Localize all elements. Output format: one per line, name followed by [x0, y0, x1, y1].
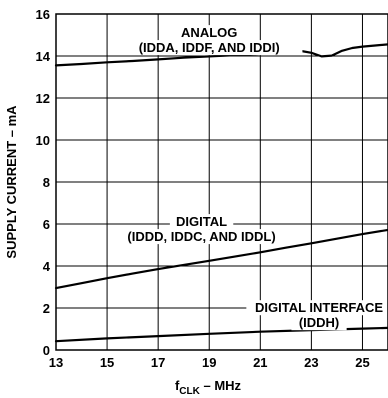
plot-frame: [55, 13, 388, 351]
annotation-bg-2-1: [291, 315, 347, 331]
series-lines: [54, 43, 388, 343]
x-tick-label-0: 13: [49, 355, 63, 370]
y-tick-label-0: 0: [43, 343, 50, 358]
x-tick-label-2: 17: [151, 355, 165, 370]
annotation-bg-1-1: [108, 229, 295, 245]
x-tick-label-6: 25: [355, 355, 369, 370]
y-axis-label: SUPPLY CURRENT – mA: [4, 105, 19, 259]
annotation-2-line-1: (IDDH): [299, 315, 339, 330]
y-tick-label-3: 6: [43, 217, 50, 232]
annotations: ANALOG(IDDA, IDDF, AND IDDI) DIGITAL(IDDD…: [108, 25, 388, 331]
annotation-bg-1-0: [169, 214, 234, 230]
x-axis-label-main: f: [175, 378, 180, 393]
tick-labels: 13 15 17 19 21 23 25 0 2 4 6 8 10 12 14 16: [36, 7, 370, 370]
y-tick-label-4: 8: [43, 175, 50, 190]
y-tick-label-7: 14: [36, 49, 51, 64]
y-tick-label-6: 12: [36, 91, 50, 106]
x-tick-label-4: 21: [253, 355, 267, 370]
annotation-bg-2-0: [246, 300, 388, 316]
x-axis-label: fCLK – MHz: [175, 378, 242, 397]
annotation-1-line-1: (IDDD, IDDC, AND IDDL): [127, 229, 275, 244]
y-tick-label-2: 4: [43, 259, 51, 274]
x-tick-label-3: 19: [202, 355, 216, 370]
x-tick-label-5: 23: [304, 355, 318, 370]
y-tick-label-1: 2: [43, 301, 50, 316]
annotation-2-line-0: DIGITAL INTERFACE: [255, 300, 383, 315]
annotation-bg-0-0: [181, 25, 237, 41]
annotation-0-line-1: (IDDA, IDDF, AND IDDI): [139, 40, 280, 55]
annotation-bg-0-1: [116, 40, 303, 56]
annotation-1-line-0: DIGITAL: [176, 214, 227, 229]
annotation-0-line-0: ANALOG: [181, 25, 237, 40]
x-axis-label-sub: CLK: [179, 386, 200, 397]
x-tick-label-1: 15: [100, 355, 114, 370]
y-tick-label-5: 10: [36, 133, 50, 148]
x-axis-label-suffix: – MHz: [200, 378, 242, 393]
series-line-1: [54, 228, 388, 290]
y-tick-label-8: 16: [36, 7, 50, 22]
series-line-2: [54, 326, 388, 343]
